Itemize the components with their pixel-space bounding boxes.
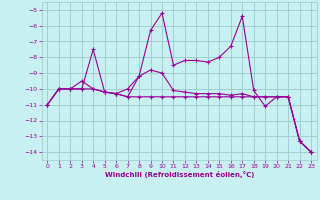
X-axis label: Windchill (Refroidissement éolien,°C): Windchill (Refroidissement éolien,°C) bbox=[105, 171, 254, 178]
